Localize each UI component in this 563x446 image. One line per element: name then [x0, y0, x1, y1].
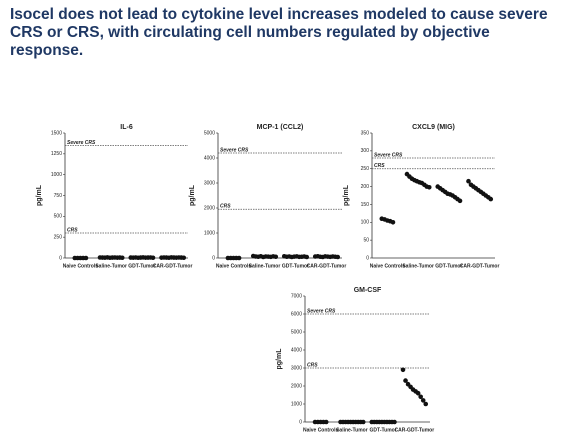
y-tick-label: 2000 [204, 205, 215, 211]
y-tick-label: 7000 [291, 293, 302, 299]
chart-title: CXCL9 (MIG) [412, 124, 455, 131]
y-tick-label: 0 [299, 419, 302, 425]
x-tick-label: Saline-Tumor [95, 263, 127, 269]
data-point [119, 255, 125, 261]
y-tick-label: 1500 [51, 130, 62, 136]
y-tick-label: 0 [212, 255, 215, 261]
x-tick-label: Saline-Tumor [336, 427, 368, 433]
y-tick-label: 6000 [291, 311, 302, 317]
slide-title: Isocel does not lead to cytokine level i… [10, 6, 548, 59]
y-tick-label: 5000 [291, 329, 302, 335]
y-tick-label: 200 [361, 184, 370, 190]
y-axis-label: pg/mL [343, 184, 350, 206]
data-point [236, 255, 242, 261]
y-tick-label: 4000 [204, 155, 215, 161]
y-tick-label: 500 [54, 214, 63, 220]
x-tick-label: Naive Controls [63, 263, 99, 269]
y-tick-label: 0 [59, 255, 62, 261]
data-point [488, 196, 494, 202]
threshold-label: Severe CRS [67, 140, 96, 146]
y-tick-label: 2000 [291, 383, 302, 389]
data-point [418, 394, 423, 400]
y-tick-label: 250 [361, 166, 370, 172]
y-tick-label: 3000 [204, 180, 215, 186]
y-tick-label: 150 [361, 202, 370, 208]
data-point [423, 401, 429, 407]
chart-title: MCP-1 (CCL2) [257, 124, 304, 131]
x-tick-label: CAR-GDT-Tumor [395, 427, 435, 433]
y-tick-label: 1000 [291, 401, 302, 407]
y-tick-label: 350 [361, 130, 370, 136]
chart-title: GM-CSF [354, 287, 382, 294]
x-tick-label: CAR-GDT-Tumor [153, 263, 193, 269]
threshold-label: Severe CRS [220, 147, 249, 153]
y-tick-label: 100 [361, 220, 370, 226]
data-point [392, 419, 397, 425]
data-point [83, 255, 89, 261]
x-tick-label: Saline-Tumor [249, 263, 281, 269]
x-tick-label: Naive Controls [303, 427, 339, 433]
y-tick-label: 250 [54, 234, 63, 240]
y-tick-label: 0 [366, 255, 369, 261]
threshold-label: CRS [220, 204, 231, 210]
data-point [335, 254, 341, 260]
threshold-label: Severe CRS [307, 308, 336, 314]
data-point [420, 398, 426, 403]
x-tick-label: CAR-GDT-Tumor [460, 263, 500, 269]
y-tick-label: 1250 [51, 151, 62, 157]
chart-title: IL-6 [120, 124, 133, 131]
data-point [273, 254, 279, 260]
data-point [390, 219, 396, 225]
x-tick-label: GDT-Tumor [128, 263, 155, 269]
y-tick-label: 4000 [291, 347, 302, 353]
data-point [400, 367, 406, 373]
y-tick-label: 1000 [51, 172, 62, 178]
data-point [426, 184, 432, 190]
threshold-label: CRS [307, 362, 318, 368]
x-tick-label: GDT-Tumor [282, 263, 309, 269]
data-point [323, 419, 329, 425]
y-tick-label: 300 [361, 148, 370, 154]
x-tick-label: Saline-Tumor [402, 263, 434, 269]
x-tick-label: GDT-Tumor [435, 263, 462, 269]
data-point [457, 198, 463, 204]
threshold-label: CRS [374, 163, 385, 169]
data-point [415, 390, 421, 396]
y-axis-label: pg/mL [36, 184, 43, 206]
y-tick-label: 750 [54, 193, 63, 199]
threshold-label: Severe CRS [374, 152, 403, 158]
x-tick-label: Naive Controls [216, 263, 252, 269]
x-tick-label: Naive Controls [370, 263, 406, 269]
y-tick-label: 5000 [204, 130, 215, 136]
data-point [466, 178, 471, 184]
data-point [304, 254, 310, 260]
y-axis-label: pg/mL [189, 184, 196, 206]
y-tick-label: 50 [363, 237, 369, 243]
y-axis-label: pg/mL [276, 348, 283, 370]
data-point [150, 255, 156, 261]
data-point [181, 255, 187, 261]
data-point [403, 378, 408, 383]
threshold-label: CRS [67, 227, 78, 233]
x-tick-label: CAR-GDT-Tumor [307, 263, 347, 269]
y-tick-label: 3000 [291, 365, 302, 371]
data-point [360, 419, 366, 425]
y-tick-label: 1000 [204, 230, 215, 236]
x-tick-label: GDT-Tumor [370, 427, 397, 433]
